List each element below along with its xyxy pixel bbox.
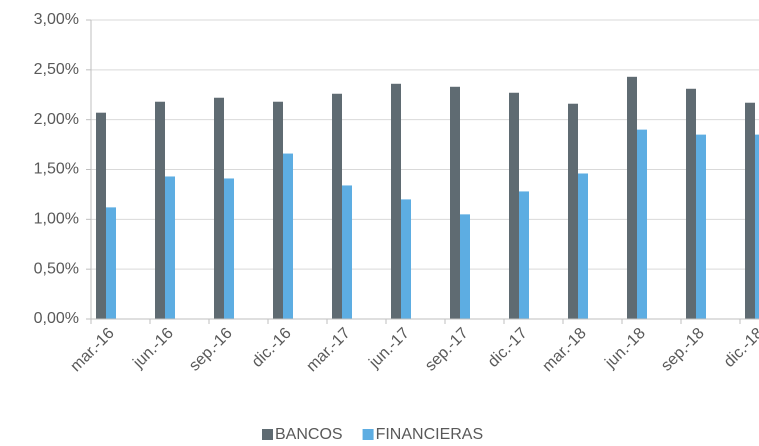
legend-swatch <box>362 429 374 440</box>
x-tick-label: mar.-18 <box>539 325 589 375</box>
bar <box>165 176 175 319</box>
y-tick-label: 2,50% <box>34 61 79 78</box>
bar <box>106 207 116 319</box>
bar <box>519 191 529 319</box>
bar <box>696 134 706 319</box>
x-tick-label: jun.-17 <box>365 325 412 372</box>
x-tick-label: dic.-17 <box>485 325 531 371</box>
bar <box>342 185 352 319</box>
bar <box>391 83 401 319</box>
legend-label: FINANCIERAS <box>376 426 484 443</box>
bar <box>155 101 165 319</box>
x-tick-label: jun.-18 <box>601 325 648 372</box>
bar <box>214 97 224 320</box>
legend-label: BANCOS <box>275 426 343 443</box>
x-tick-label: dic.-16 <box>249 325 295 371</box>
bar <box>273 101 283 319</box>
bar <box>96 112 106 319</box>
bar <box>283 153 293 319</box>
bar <box>509 92 519 319</box>
bar <box>224 178 234 319</box>
x-tick-label: mar.-17 <box>303 325 353 375</box>
bar <box>568 103 578 319</box>
bar <box>686 88 696 320</box>
x-tick-label: mar.-16 <box>67 325 117 375</box>
x-tick-label: dic.-18 <box>721 325 759 371</box>
bar <box>450 86 460 319</box>
bar <box>578 173 588 319</box>
x-tick-label: sep.-17 <box>422 325 472 375</box>
x-tick-label: jun.-16 <box>129 325 176 372</box>
y-tick-label: 3,00% <box>34 11 79 28</box>
y-tick-label: 1,00% <box>34 211 79 228</box>
bar <box>745 102 755 320</box>
x-tick-label: sep.-18 <box>658 325 708 375</box>
bar <box>637 129 647 319</box>
bar <box>460 214 470 319</box>
bar <box>332 93 342 320</box>
y-tick-label: 0,50% <box>34 260 79 277</box>
y-tick-label: 0,00% <box>34 310 79 327</box>
x-tick-label: sep.-16 <box>186 325 236 375</box>
legend-swatch <box>262 429 273 440</box>
bar <box>755 134 759 319</box>
y-tick-label: 2,00% <box>34 111 79 128</box>
y-tick-label: 1,50% <box>34 161 79 178</box>
bar <box>627 76 637 319</box>
bar <box>401 199 411 319</box>
